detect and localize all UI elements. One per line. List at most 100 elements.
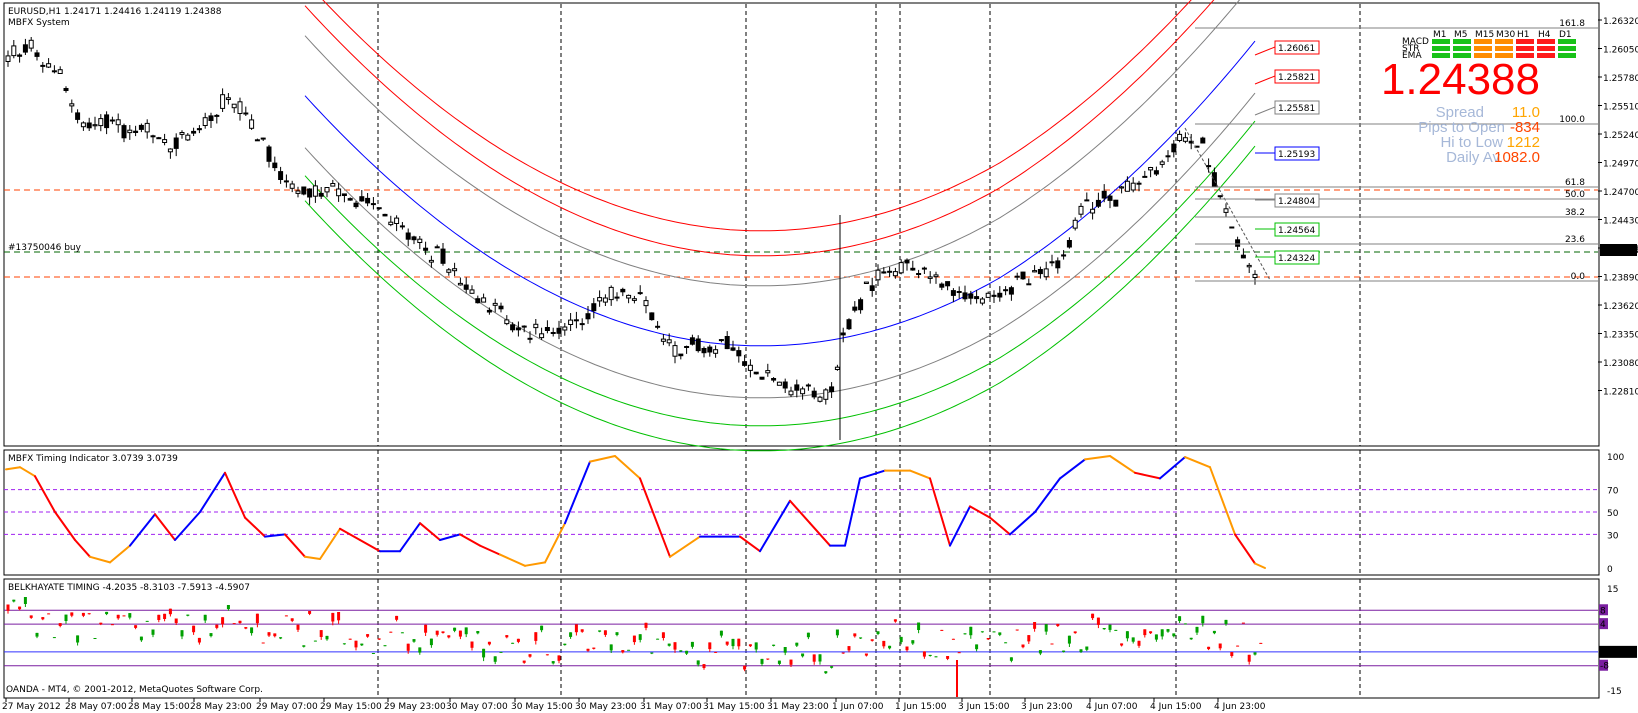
- candle-body: [1066, 240, 1072, 248]
- belkhayate-panel[interactable]: [3, 578, 1600, 699]
- candle-body: [307, 188, 313, 198]
- belk-bar: [859, 637, 863, 639]
- timing-axis-label: 50: [1607, 509, 1619, 519]
- dashboard-signal-cell: [1474, 53, 1492, 58]
- candle-body: [550, 332, 556, 334]
- band-connector: [1254, 75, 1276, 85]
- dashboard-signal-cell: [1495, 53, 1513, 58]
- candle-body: [98, 118, 104, 127]
- candle-body: [788, 390, 794, 396]
- candle-body: [388, 221, 394, 226]
- candle-body: [289, 183, 295, 189]
- belk-bar: [395, 615, 399, 620]
- timing-line-segment: [399, 522, 421, 553]
- candle-body: [863, 281, 869, 285]
- time-tick-label: 31 May 07:00: [640, 702, 702, 712]
- timing-axis-label: 70: [1607, 487, 1619, 497]
- timing-line-segment: [1009, 511, 1036, 536]
- belk-bar: [818, 654, 822, 662]
- belk-bar: [644, 622, 648, 628]
- candle-body: [678, 353, 684, 357]
- regression-band-line: [304, 145, 1256, 452]
- hi-to-low-value: 1212: [1507, 134, 1540, 151]
- candle-body: [684, 346, 690, 348]
- belk-bar: [789, 659, 793, 665]
- belk-bar: [1236, 645, 1240, 647]
- candle-body: [1026, 283, 1032, 286]
- belk-bar: [261, 642, 265, 644]
- main-price-panel[interactable]: [3, 2, 1600, 447]
- belk-bar: [1253, 652, 1257, 655]
- dashboard-timeframe-label: M15: [1475, 30, 1494, 40]
- belk-bar: [1062, 650, 1066, 652]
- candle-body: [272, 162, 278, 169]
- belk-bar: [1178, 616, 1182, 621]
- timing-line-segment: [909, 469, 931, 480]
- belk-bar: [1004, 642, 1008, 644]
- belk-bar: [134, 625, 138, 628]
- belk-bar: [522, 660, 526, 663]
- candle-body: [916, 273, 922, 275]
- belk-bar: [1154, 634, 1158, 640]
- belk-bar: [93, 638, 97, 639]
- belk-bar: [250, 627, 254, 634]
- candle-body: [486, 309, 492, 313]
- belk-bar: [812, 654, 816, 662]
- belk-bar: [441, 631, 445, 633]
- belk-bar: [940, 629, 944, 631]
- time-tick-label: 28 May 07:00: [65, 702, 127, 712]
- belk-bar: [377, 638, 381, 640]
- candle-body: [968, 293, 974, 299]
- candle-body: [997, 292, 1003, 298]
- belk-bar: [580, 629, 584, 632]
- timing-line-segment: [129, 513, 156, 547]
- candle-body: [1032, 270, 1038, 273]
- belk-bar: [244, 627, 248, 629]
- candle-body: [707, 346, 713, 353]
- belk-bar: [975, 644, 979, 650]
- fib-level-label: 50.0: [1565, 190, 1585, 200]
- candle-body: [1153, 170, 1159, 175]
- band-label-box: [1274, 250, 1320, 265]
- belk-bar: [592, 647, 596, 649]
- candle-body: [1101, 190, 1107, 199]
- belk-axis-label: -8: [1600, 662, 1609, 672]
- candle-body: [1095, 199, 1101, 207]
- candle-body: [231, 103, 237, 109]
- copyright-text: OANDA - MT4, © 2001-2012, MetaQuotes Sof…: [6, 685, 263, 695]
- candle-body: [156, 137, 162, 140]
- belk-bar: [354, 640, 358, 648]
- belk-bar: [563, 643, 567, 646]
- timing-line-segment: [154, 513, 176, 541]
- belk-bar: [447, 635, 451, 638]
- candle-body: [86, 122, 92, 129]
- belk-bar: [922, 651, 926, 657]
- time-tick-label: 29 May 07:00: [256, 702, 318, 712]
- candle-body: [776, 381, 782, 386]
- belk-bar: [586, 648, 590, 651]
- belk-bar: [52, 637, 56, 639]
- belk-bar: [534, 632, 538, 641]
- system-name: MBFX System: [8, 18, 70, 28]
- candle-body: [852, 306, 858, 311]
- belk-bar: [708, 642, 712, 650]
- timing-line-segment: [339, 527, 361, 541]
- belk-bar: [58, 623, 62, 626]
- candle-body: [220, 94, 226, 109]
- belk-bar: [1189, 637, 1193, 640]
- timing-line-segment: [614, 455, 641, 480]
- belk-bar: [70, 612, 74, 616]
- belk-bar: [1102, 628, 1106, 630]
- regression-band-line: [304, 0, 1215, 257]
- candle-body: [1246, 264, 1252, 268]
- timing-axis-label: 30: [1607, 531, 1619, 541]
- belk-bar: [29, 615, 33, 618]
- spread-value: 11.0: [1512, 104, 1540, 121]
- belk-bar: [18, 606, 22, 610]
- candle-body: [985, 292, 991, 298]
- candle-body: [104, 114, 110, 129]
- belk-bar: [203, 614, 207, 621]
- symbol-header: EURUSD,H1 1.24171 1.24416 1.24119 1.2438…: [8, 7, 222, 17]
